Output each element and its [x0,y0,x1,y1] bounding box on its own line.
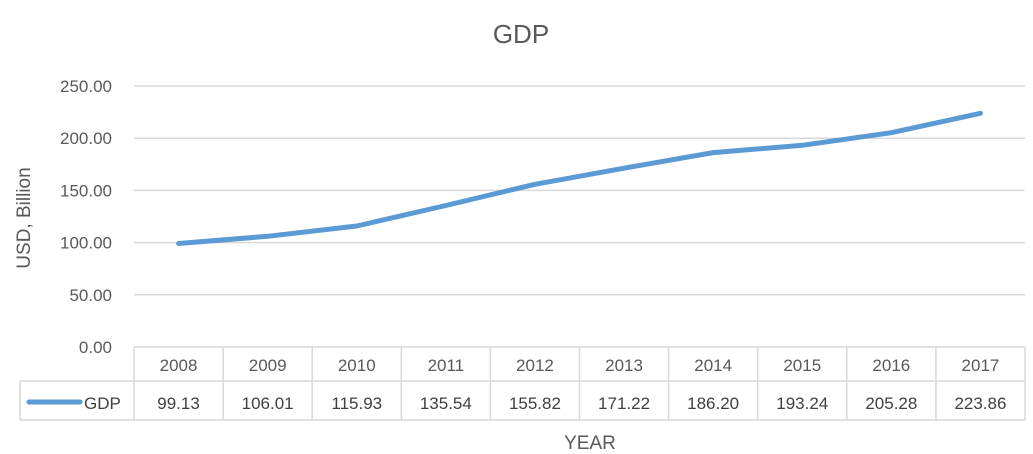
x-tick-label: 2009 [249,356,287,375]
data-table-value: 205.28 [865,394,917,413]
y-tick-label: 250.00 [60,77,112,96]
x-tick-label: 2016 [872,356,910,375]
x-tick-label: 2015 [783,356,821,375]
y-tick-label: 50.00 [69,286,112,305]
data-table-value: 171.22 [598,394,650,413]
data-point [800,143,805,148]
data-table-value: 135.54 [420,394,472,413]
y-tick-label: 150.00 [60,181,112,200]
series-line-gdp [176,110,983,246]
data-table-value: 186.20 [687,394,739,413]
x-tick-label: 2014 [694,356,732,375]
data-point [176,241,181,246]
x-tick-label: 2010 [338,356,376,375]
data-point [532,182,537,187]
series-layer [176,110,983,246]
data-point [443,203,448,208]
y-tick-label: 0.00 [79,338,112,357]
x-tick-label: 2013 [605,356,643,375]
x-tick-label: 2011 [428,356,465,375]
y-tick-label: 200.00 [60,129,112,148]
data-table-value: 155.82 [509,394,561,413]
y-axis-title: USD, Billion [14,167,35,268]
data-point [978,111,983,116]
data-table-value: 223.86 [954,394,1006,413]
legend-label: GDP [84,394,121,413]
data-table-value: 193.24 [776,394,828,413]
x-tick-label: 2012 [516,356,554,375]
data-table-value: 99.13 [157,394,200,413]
data-table: 2008 2009 2010 2011 2012 2013 2014 2015 2016 2017… [19,346,1026,421]
y-tick-label: 100.00 [60,234,112,253]
x-tick-label: 2017 [962,356,1000,375]
data-point [889,130,894,135]
data-point [711,150,716,155]
y-axis-ticks: 0.00 50.00 100.00 150.00 200.00 250.00 [60,77,112,357]
data-point [622,166,627,171]
data-table-value: 106.01 [242,394,294,413]
data-table-value: 115.93 [331,394,382,413]
x-axis-title: YEAR [564,433,616,454]
x-tick-label: 2008 [160,356,198,375]
data-point [265,234,270,239]
chart-title: GDP [493,19,549,49]
gridlines [134,85,1025,296]
data-point [354,223,359,228]
